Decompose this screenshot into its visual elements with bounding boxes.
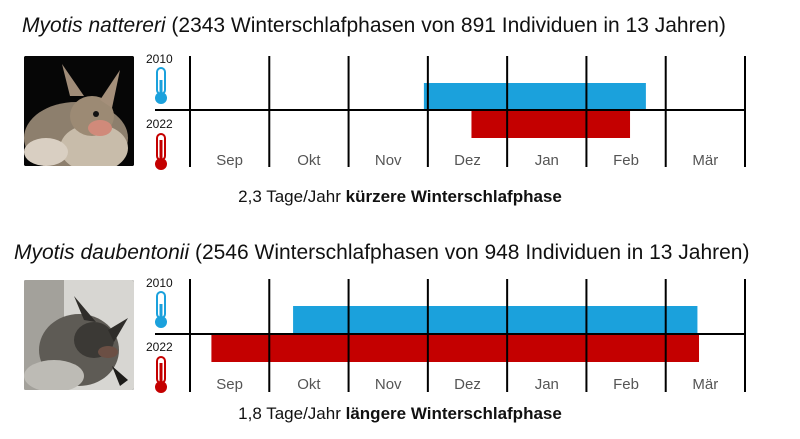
bat-photo-icon: [24, 56, 134, 166]
month-label: Dez: [454, 376, 481, 393]
species-name: Myotis nattereri: [22, 14, 166, 37]
hibernation-chart-daubenton: Sep Okt Nov Dez Jan Feb Mär: [155, 279, 746, 393]
caption-value: 2,3 Tage/Jahr: [238, 187, 341, 206]
hibernation-chart-natterer: Sep Okt Nov Dez Jan Feb Mär: [155, 56, 746, 169]
year-label-2022: 2022: [146, 340, 173, 354]
thermometer-blue-icon: [155, 291, 167, 328]
month-label: Feb: [613, 152, 639, 169]
thermometer-blue-icon: [155, 67, 167, 104]
panel-caption: 1,8 Tage/Jahr längere Winterschlafphase: [0, 404, 800, 424]
panel-title: Myotis daubentonii (2546 Winterschlafpha…: [14, 241, 749, 265]
caption-value: 1,8 Tage/Jahr: [238, 404, 341, 423]
caption-emphasis: kürzere Winterschlafphase: [345, 187, 562, 206]
month-label: Mär: [692, 376, 718, 393]
thermometer-red-icon: [155, 133, 167, 170]
month-label: Nov: [375, 152, 402, 169]
month-label: Okt: [297, 376, 321, 393]
month-label: Jan: [535, 152, 559, 169]
month-label: Okt: [297, 152, 321, 169]
year-label-2010: 2010: [146, 52, 173, 66]
month-label: Nov: [375, 376, 402, 393]
range-bar-2010: [423, 83, 646, 110]
panel-caption: 2,3 Tage/Jahr kürzere Winterschlafphase: [0, 187, 800, 207]
panel-daubenton: Myotis daubentonii (2546 Winterschlafpha…: [0, 225, 800, 439]
thermometer-red-icon: [155, 356, 167, 393]
bat-photo-icon: [24, 280, 134, 390]
month-label: Mär: [692, 152, 718, 169]
bat-photo-daubenton: [24, 280, 134, 390]
month-label: Feb: [613, 376, 639, 393]
month-label: Dez: [454, 152, 481, 169]
month-label: Sep: [216, 152, 243, 169]
species-name: Myotis daubentonii: [14, 241, 190, 264]
range-bar-2010: [293, 306, 698, 334]
range-bar-2022: [471, 110, 631, 138]
month-label: Jan: [535, 376, 559, 393]
panel-natterer: Myotis nattereri (2343 Winterschlafphase…: [0, 0, 800, 215]
panel-title: Myotis nattereri (2343 Winterschlafphase…: [22, 14, 726, 38]
month-label: Sep: [216, 376, 243, 393]
year-label-2010: 2010: [146, 276, 173, 290]
range-bar-2022: [211, 334, 700, 362]
species-stats: (2343 Winterschlafphasen von 891 Individ…: [171, 14, 726, 37]
bat-photo-natterer: [24, 56, 134, 166]
species-stats: (2546 Winterschlafphasen von 948 Individ…: [194, 241, 750, 264]
year-label-2022: 2022: [146, 117, 173, 131]
caption-emphasis: längere Winterschlafphase: [345, 404, 562, 423]
